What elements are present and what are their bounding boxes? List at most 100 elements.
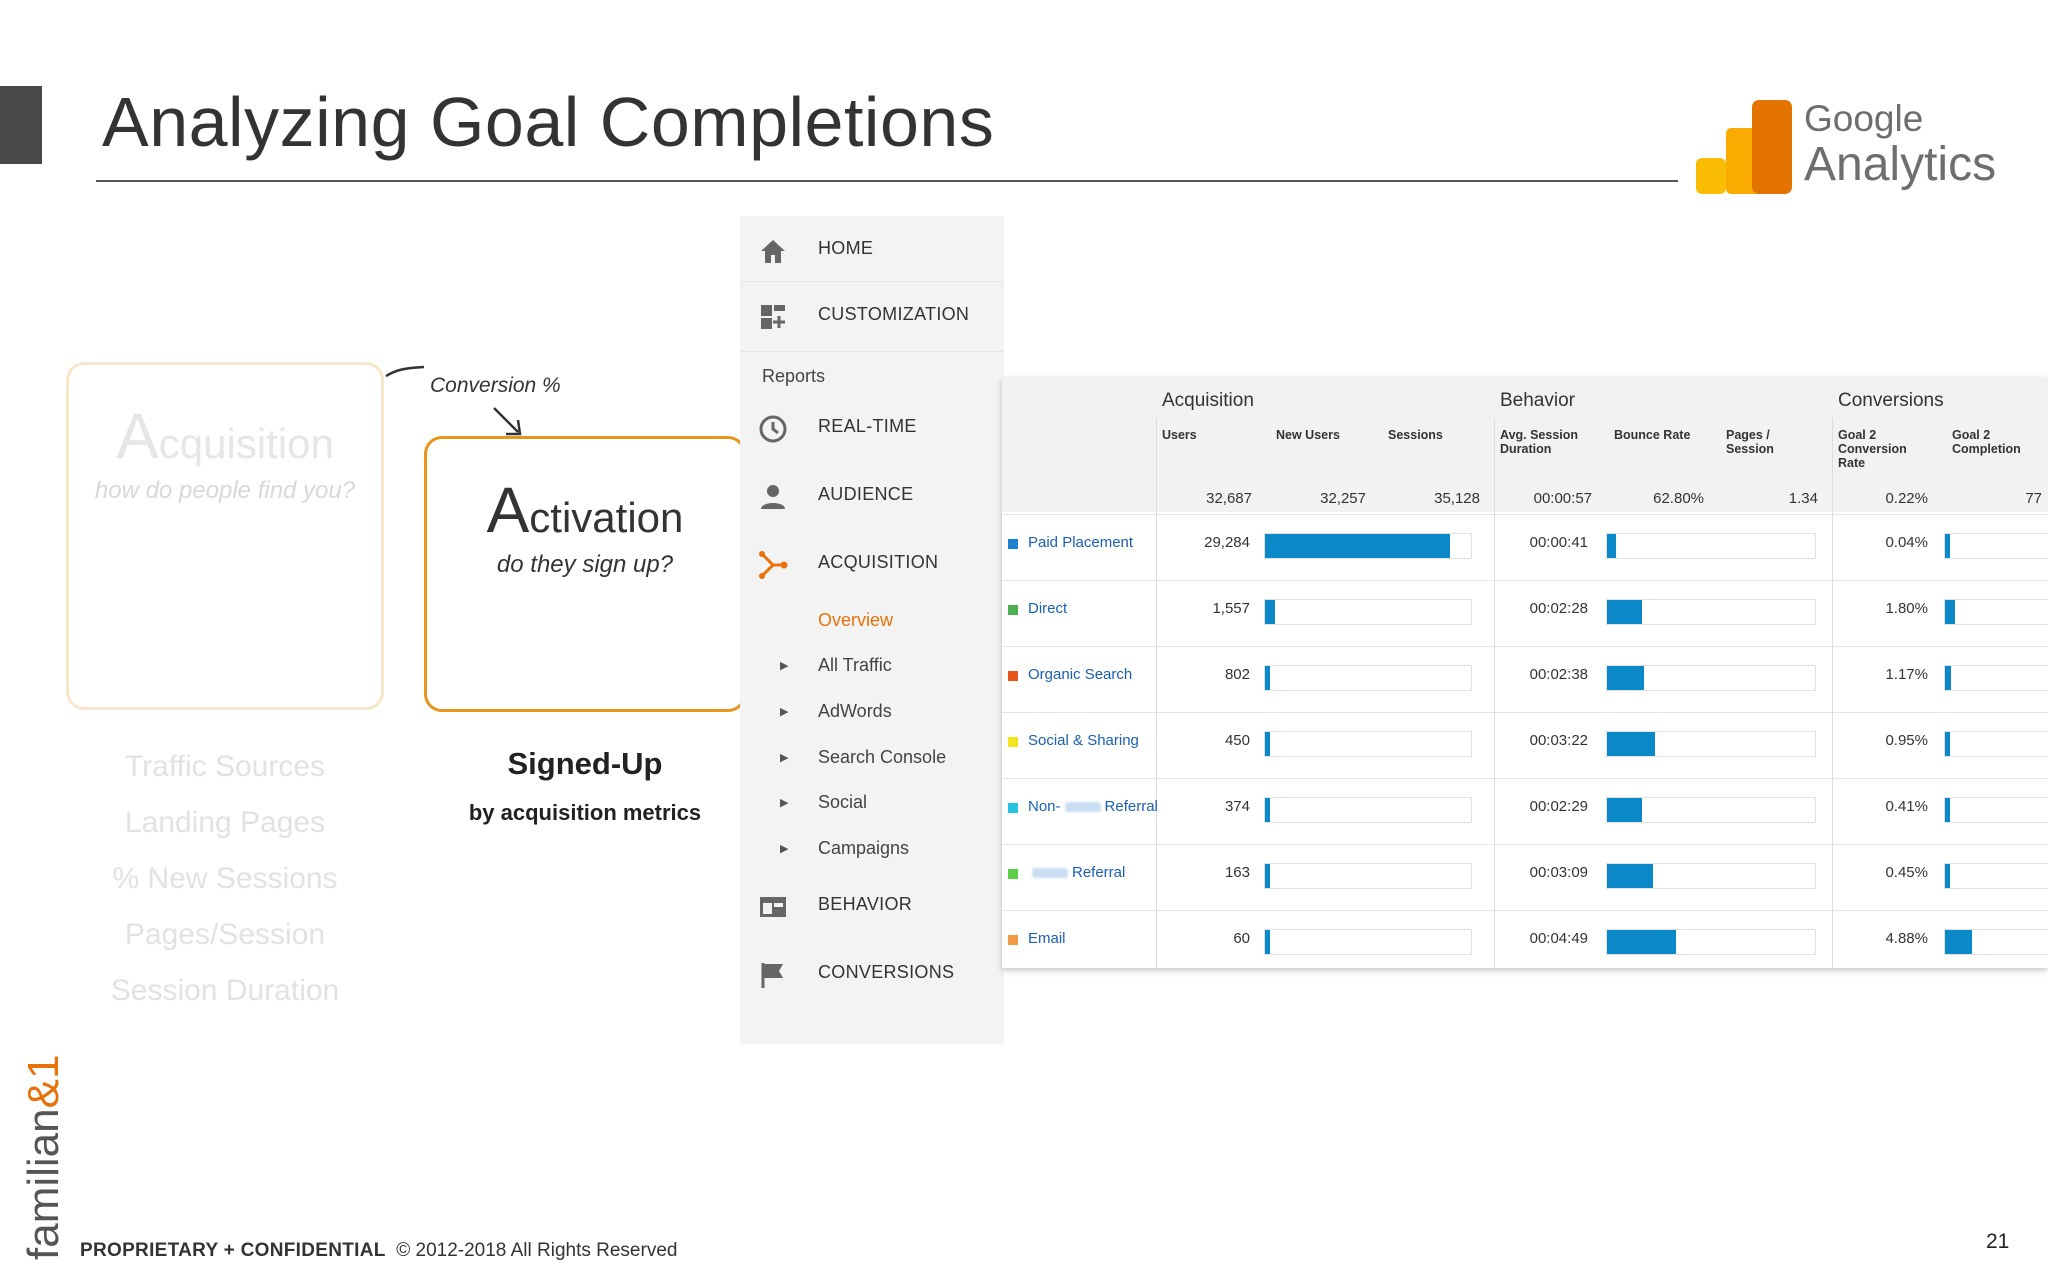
conv-bar-fill [1945,798,1950,822]
cell-conv-rate: 0.95% [1885,732,1928,749]
cell-users: 374 [1224,798,1250,815]
activation-heading: Activation [486,474,684,546]
signed-up-subtitle: by acquisition metrics [468,800,702,825]
nav-sub-search-console[interactable]: Search Console [818,747,947,767]
channel-link[interactable]: Paid Placement [1028,534,1134,551]
column-header-users[interactable]: Users [1162,428,1197,442]
channel-link[interactable]: Direct [1028,600,1068,617]
nav-label: BEHAVIOR [818,894,913,914]
channel-link[interactable]: Referral [1028,864,1125,881]
nav-sub-social[interactable]: Social [818,792,868,812]
duration-bar-fill [1607,798,1643,822]
channel-link[interactable]: Email [1028,930,1066,947]
cell-avg-duration: 00:02:29 [1529,798,1588,815]
activation-box: Activation do they sign up? [424,436,746,712]
redacted-text [1064,802,1101,813]
column-header-pages-session[interactable]: Pages / Session [1726,428,1774,456]
nav-label: AUDIENCE [818,484,914,504]
cell-avg-duration: 00:02:38 [1529,666,1588,683]
flag-icon [761,963,783,988]
nav-customization[interactable]: CUSTOMIZATION [740,282,1004,352]
acquisition-subtitle: how do people find you? [94,477,356,504]
column-header-new-users[interactable]: New Users [1276,428,1340,442]
cell-users: 1,557 [1212,600,1250,617]
series-color-swatch [1008,539,1018,549]
conv-bar [1944,599,2048,625]
group-header: Behavior [1500,390,1575,411]
conv-bar [1944,797,2048,823]
column-header-sessions[interactable]: Sessions [1388,428,1443,442]
cell-conv-rate: 0.41% [1885,798,1928,815]
group-header: Acquisition [1162,390,1254,411]
users-bar-fill [1265,930,1270,954]
expand-arrow-icon[interactable]: ▶ [780,706,789,718]
nav-conversions[interactable]: CONVERSIONS [740,940,1004,1006]
column-header-avg-session-duration[interactable]: Avg. Session Duration [1500,428,1579,456]
channel-link[interactable]: Organic Search [1028,666,1133,683]
table-row: Organic Search 802 00:02:38 1.17% [1002,646,2048,713]
cell-conv-rate: 1.80% [1885,600,1928,617]
nav-real-time[interactable]: REAL-TIME [740,394,1004,460]
ga-sidebar: HOME CUSTOMIZATION Reports REAL-TIME AUD… [740,216,1004,1044]
duration-bar [1606,797,1816,823]
slide-title: Analyzing Goal Completions [102,83,995,161]
activation-subtitle: do they sign up? [496,551,674,578]
cell-avg-duration: 00:00:41 [1529,534,1588,551]
conversion-arrow-icon [385,365,522,436]
duration-bar-fill [1607,534,1616,558]
duration-bar-fill [1607,732,1655,756]
page-number: 21 [1986,1230,2010,1253]
logo-word-google: Google [1804,98,1924,139]
users-bar [1264,533,1472,559]
duration-bar [1606,533,1816,559]
column-header-bounce-rate[interactable]: Bounce Rate [1614,428,1691,442]
duration-bar-fill [1607,666,1645,690]
series-color-swatch [1008,803,1018,813]
conv-bar-fill [1945,732,1951,756]
google-analytics-wordmark: Google Analytics [1804,100,1996,189]
expand-arrow-icon[interactable]: ▶ [780,660,789,672]
home-icon [761,240,785,263]
table-row: Direct 1,557 00:02:28 1.80% [1002,580,2048,647]
series-color-swatch [1008,671,1018,681]
nav-home[interactable]: HOME [740,216,1004,282]
users-bar-fill [1265,534,1450,558]
expand-arrow-icon[interactable]: ▶ [780,843,789,855]
total-conv-rate: 0.22% [1885,490,1928,507]
users-bar [1264,929,1472,955]
nav-behavior[interactable]: BEHAVIOR [740,872,1004,938]
duration-bar-fill [1607,600,1643,624]
expand-arrow-icon[interactable]: ▶ [780,752,789,764]
google-analytics-logo-icon [1696,100,1792,194]
nav-acquisition[interactable]: ACQUISITION [740,530,1004,596]
users-bar-fill [1265,798,1270,822]
table-header [1002,378,2048,512]
nav-sub-adwords[interactable]: AdWords [818,701,892,721]
total-bounce-rate: 62.80% [1653,490,1704,507]
total-pages-session: 1.34 [1788,490,1818,507]
reports-heading: Reports [762,366,826,386]
column-header-goal2-conversion-rate[interactable]: Goal 2 Conversion Rate [1838,428,1907,470]
nav-sub-campaigns[interactable]: Campaigns [818,838,910,858]
nav-sub-overview[interactable]: Overview [818,610,894,630]
nav-label: REAL-TIME [818,416,917,436]
expand-arrow-icon[interactable]: ▶ [780,797,789,809]
group-header: Conversions [1838,390,1944,411]
conv-bar-fill [1945,864,1950,888]
metric-item: Landing Pages [124,806,326,839]
brand-text: familian&1 [19,1055,68,1260]
users-bar-fill [1265,864,1270,888]
acquisition-icon [759,551,788,579]
behavior-icon [760,897,786,917]
channel-link[interactable]: Social & Sharing [1028,732,1139,749]
column-header-goal2-completion[interactable]: Goal 2 Completion [1952,428,2021,456]
nav-audience[interactable]: AUDIENCE [740,462,1004,528]
duration-bar-fill [1607,864,1653,888]
familian-brand-logo: familian&1 [19,1055,68,1260]
cell-conv-rate: 1.17% [1885,666,1928,683]
cell-users: 163 [1224,864,1250,881]
channel-link[interactable]: Non- Referral [1028,798,1158,815]
metric-item: Pages/Session [124,918,326,951]
conv-bar [1944,731,2048,757]
nav-sub-all-traffic[interactable]: All Traffic [818,655,892,675]
